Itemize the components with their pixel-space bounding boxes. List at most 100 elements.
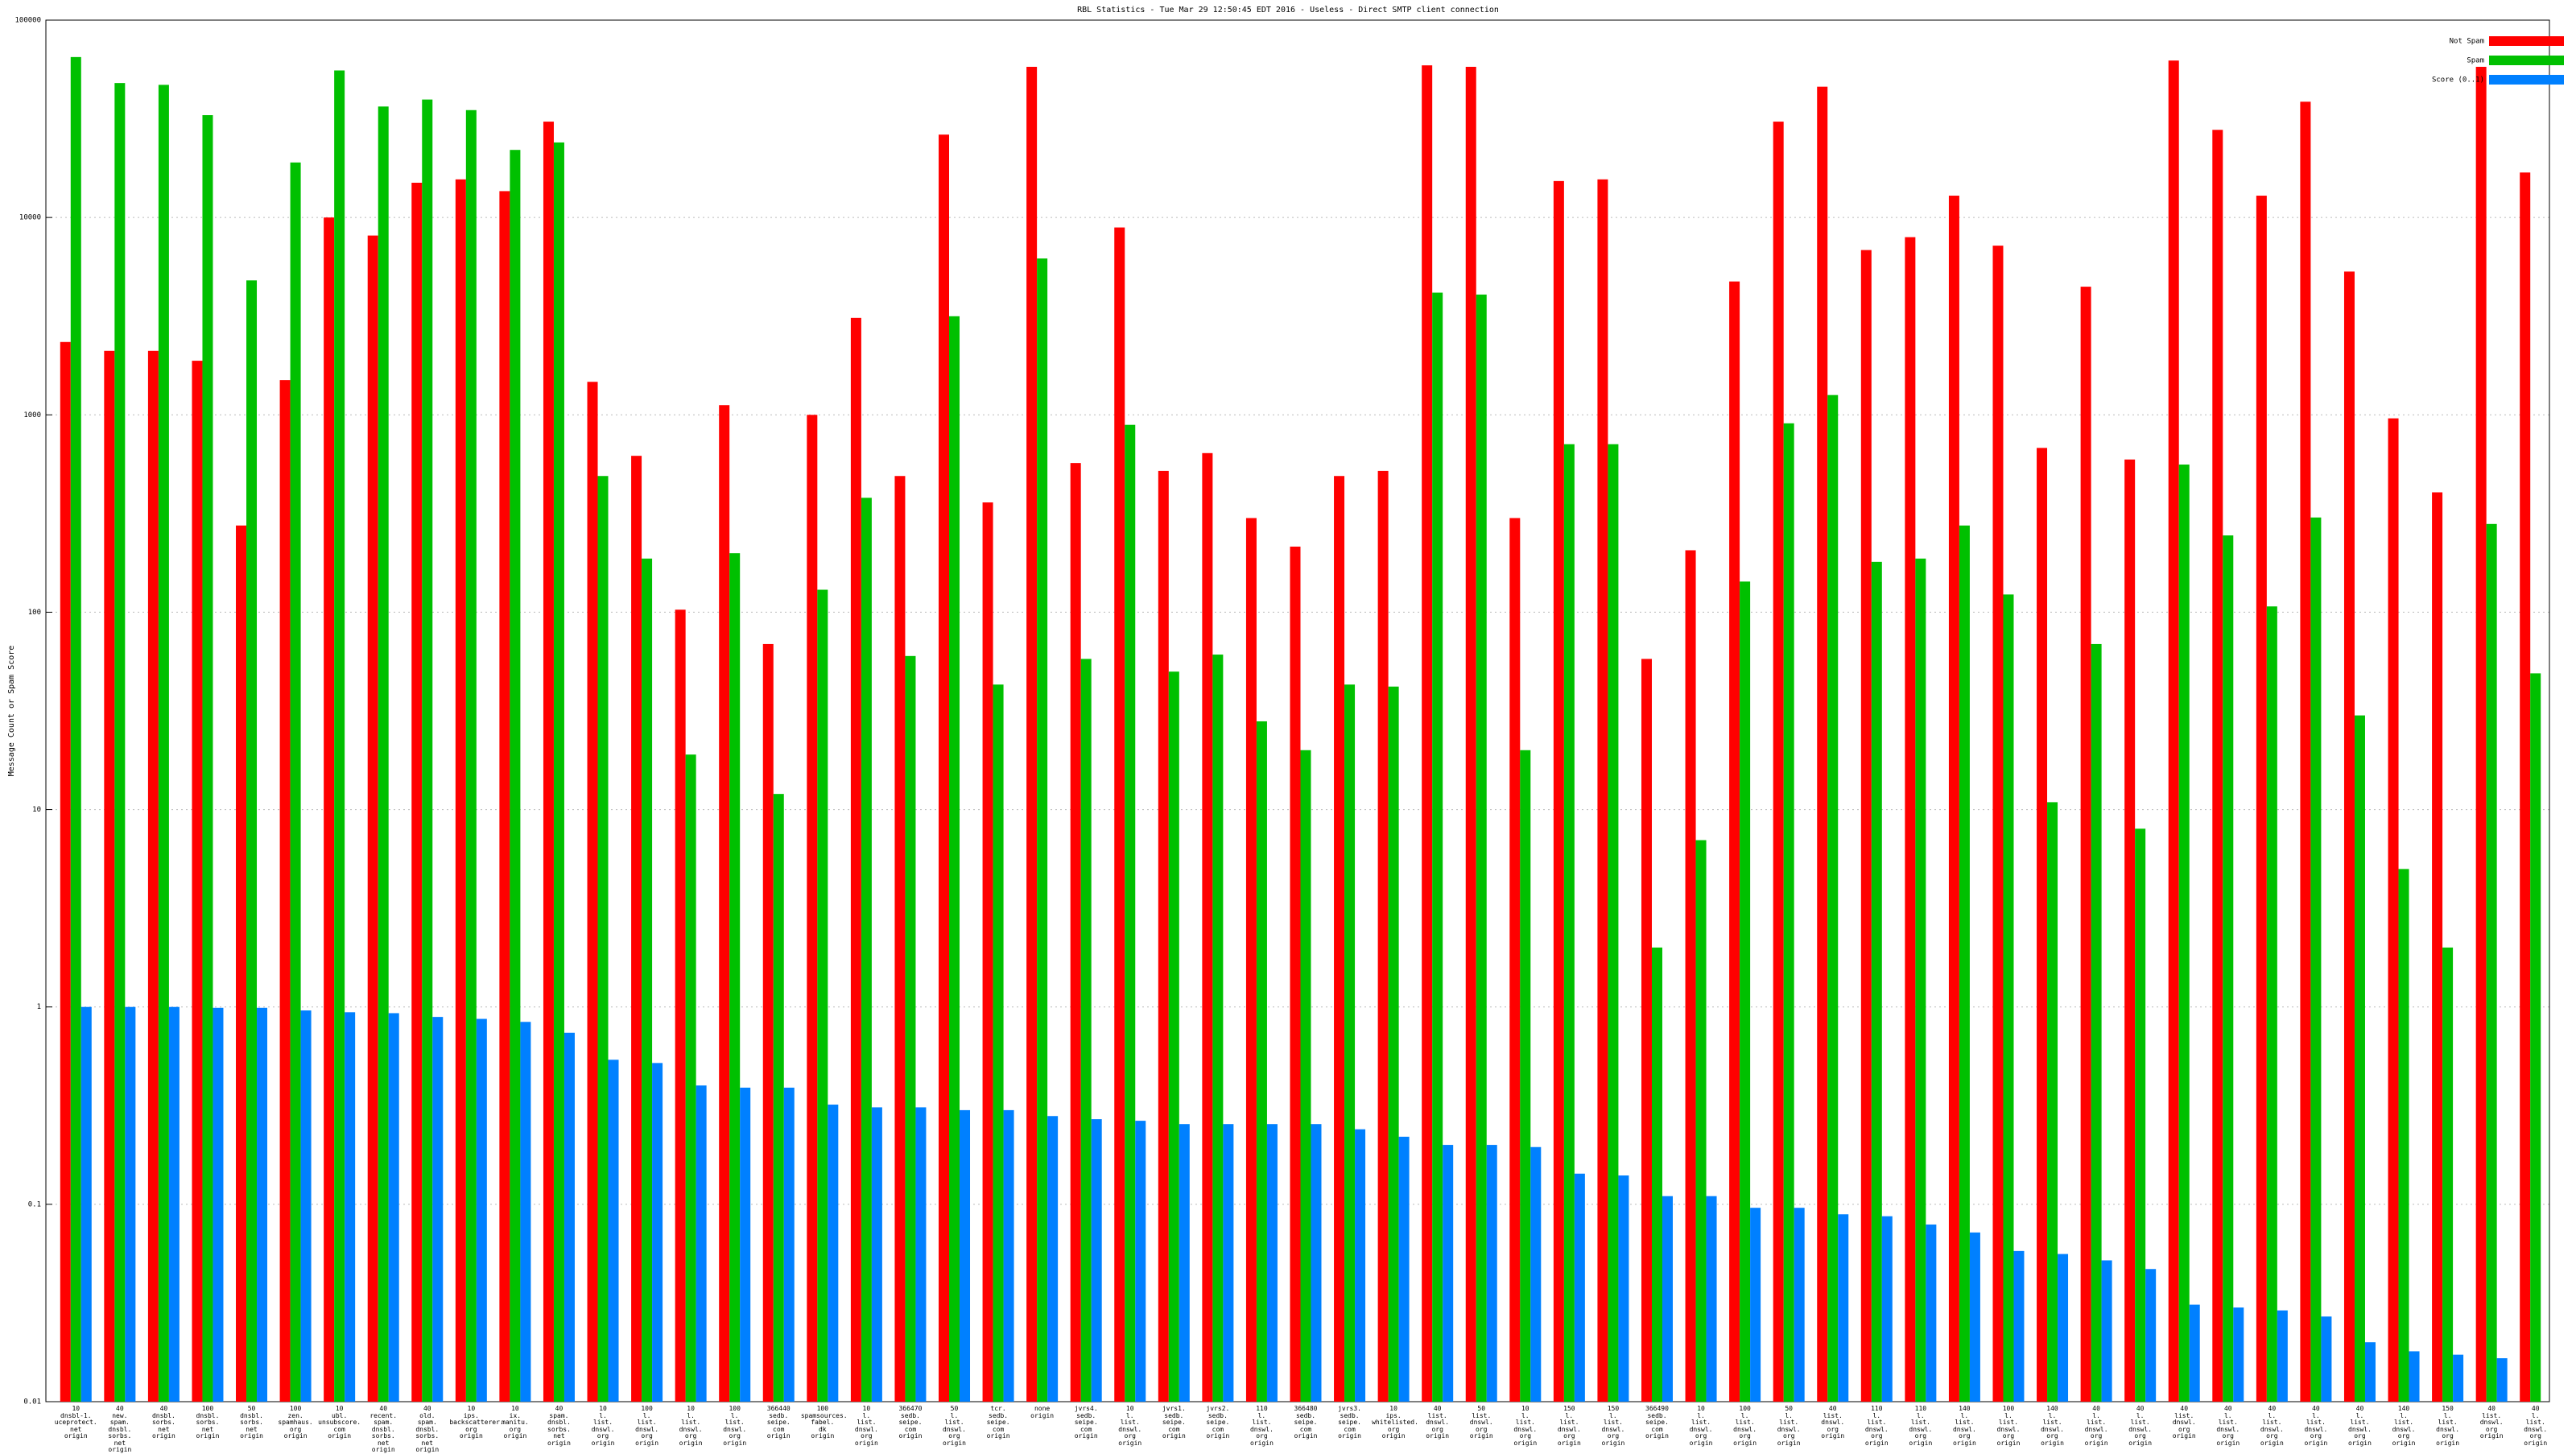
- bar: [1794, 1208, 1805, 1402]
- bar: [411, 182, 423, 1402]
- bar: [597, 476, 609, 1402]
- bar: [1266, 1124, 1278, 1402]
- x-tick-label: 100 dnsbl. sorbs. net origin: [196, 1405, 220, 1440]
- x-tick-label: jvrs3. sedb. seipe. com origin: [1338, 1405, 1361, 1440]
- bar: [1959, 525, 1970, 1402]
- bar: [2256, 196, 2267, 1402]
- bar: [2233, 1307, 2244, 1402]
- bar: [300, 1010, 312, 1402]
- x-tick-label: 100 zen. spamhaus. org origin: [278, 1405, 313, 1440]
- x-tick-label: 150 l. list. dnswl. org origin: [1601, 1405, 1625, 1447]
- bar: [2037, 448, 2048, 1402]
- bar: [2432, 492, 2443, 1402]
- bar: [949, 316, 960, 1402]
- x-tick-label: jvrs1. sedb. seipe. com origin: [1162, 1405, 1186, 1440]
- x-tick-label: 50 dnsbl. sorbs. net origin: [240, 1405, 263, 1440]
- x-tick-label: 10 l. list. dnswl. org origin: [1689, 1405, 1713, 1447]
- bar: [2178, 465, 2190, 1402]
- bar: [2300, 101, 2311, 1402]
- y-tick-label: 10: [32, 806, 41, 814]
- x-tick-label: 40 l. list. dnswl. org origin: [2524, 1405, 2548, 1447]
- bar: [1871, 561, 1882, 1402]
- bar: [2223, 535, 2234, 1402]
- bar: [257, 1007, 268, 1402]
- bar: [1783, 423, 1794, 1402]
- x-tick-label: 366490 sedb. seipe. com origin: [1645, 1405, 1669, 1440]
- y-tick-label: 1: [37, 1003, 41, 1011]
- x-tick-label: 10 l. list. dnswl. org origin: [1513, 1405, 1538, 1447]
- bar: [345, 1012, 356, 1402]
- x-tick-label: 10 ix. manitu. org origin: [502, 1405, 529, 1440]
- bar: [1509, 518, 1521, 1402]
- bar: [324, 217, 335, 1402]
- x-tick-label: 140 l. list. dnswl. org origin: [2392, 1405, 2416, 1447]
- bar: [2091, 643, 2102, 1402]
- bar: [2409, 1351, 2420, 1402]
- bar: [1926, 1224, 1937, 1402]
- bar: [202, 115, 213, 1402]
- bar: [905, 655, 916, 1402]
- bar: [1662, 1196, 1673, 1402]
- bar: [1422, 65, 1433, 1402]
- bar: [1334, 476, 1345, 1402]
- x-tick-label: jvrs2. sedb. seipe. com origin: [1206, 1405, 1230, 1440]
- bar: [1080, 659, 1092, 1402]
- bar: [388, 1013, 399, 1402]
- y-tick-label: 0.1: [28, 1200, 41, 1208]
- bar: [1158, 470, 1169, 1402]
- x-tick-label: 10 dnsbl-1. uceprotect. net origin: [54, 1405, 97, 1440]
- bar: [685, 754, 696, 1402]
- bar: [465, 109, 477, 1402]
- x-tick-label: 366480 sedb. seipe. com origin: [1294, 1405, 1318, 1440]
- legend-swatch: [2489, 75, 2564, 85]
- bar: [1969, 1232, 1980, 1402]
- bar: [564, 1032, 575, 1402]
- bar: [1168, 671, 1179, 1402]
- bar: [168, 1006, 180, 1402]
- bar: [652, 1063, 663, 1402]
- bar: [1202, 452, 1213, 1402]
- bar: [1740, 581, 1751, 1402]
- bar: [1729, 281, 1740, 1402]
- bar: [1300, 750, 1311, 1402]
- x-tick-label: 140 l. list. dnswl. org origin: [1952, 1405, 1976, 1447]
- bar: [520, 1022, 531, 1402]
- bar: [2277, 1310, 2288, 1402]
- bar: [2475, 66, 2487, 1402]
- x-tick-label: 40 spam. dnsbl. sorbs. net origin: [547, 1405, 571, 1447]
- bar: [1553, 180, 1564, 1402]
- bar: [2530, 673, 2541, 1402]
- bar: [455, 179, 466, 1402]
- bar: [60, 341, 71, 1402]
- bar: [543, 122, 554, 1402]
- bar: [982, 502, 993, 1402]
- bar: [2486, 523, 2497, 1402]
- y-axis-label: Message Count or Spam Score: [7, 646, 16, 777]
- bar: [1992, 246, 2004, 1402]
- bar: [1245, 518, 1257, 1402]
- bar: [2343, 271, 2355, 1402]
- bar: [1827, 394, 1839, 1402]
- y-tick-label: 0.01: [23, 1398, 41, 1406]
- bar: [1860, 250, 1872, 1402]
- bar: [125, 1006, 136, 1402]
- bar: [850, 317, 861, 1402]
- bar: [422, 99, 433, 1402]
- bar: [2310, 517, 2322, 1402]
- bar: [1256, 721, 1267, 1402]
- bar: [861, 498, 872, 1402]
- bar: [1443, 1145, 1454, 1402]
- bar: [1530, 1146, 1542, 1402]
- bar: [1905, 237, 1916, 1402]
- bar: [1881, 1216, 1893, 1402]
- bar: [1597, 179, 1608, 1402]
- legend-label: Score (0..1): [2432, 76, 2484, 85]
- bar: [1608, 444, 1619, 1402]
- x-tick-label: 100 l. list. dnswl. org origin: [723, 1405, 747, 1447]
- bar: [158, 85, 169, 1402]
- bar: [1125, 424, 1136, 1402]
- legend-swatch: [2489, 36, 2564, 46]
- bar: [70, 56, 81, 1402]
- bar: [1915, 558, 1926, 1402]
